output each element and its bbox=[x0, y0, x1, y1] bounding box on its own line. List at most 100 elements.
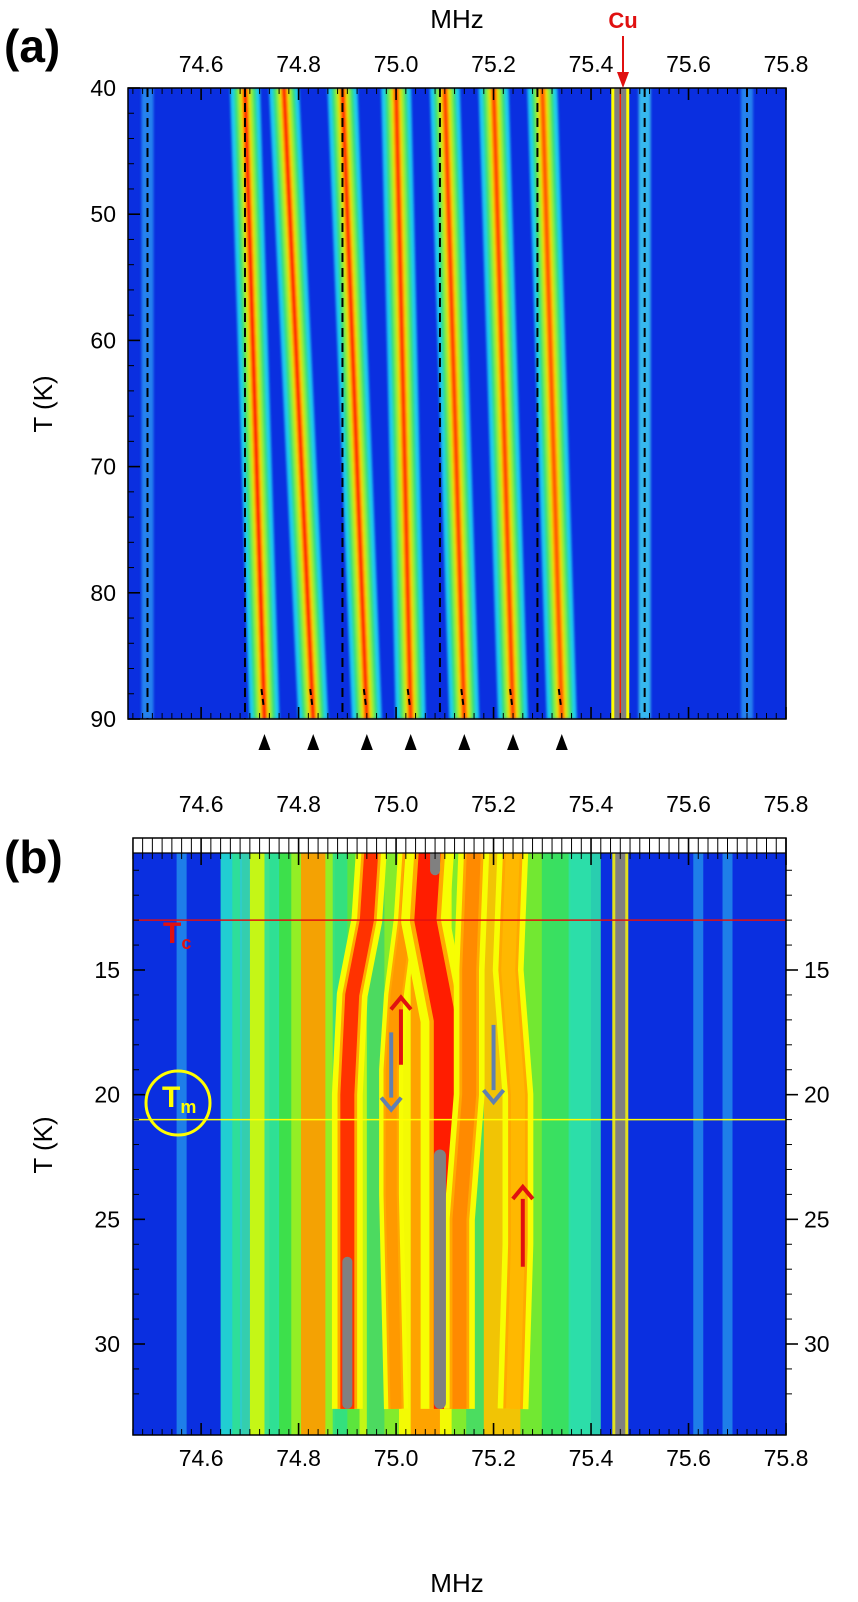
line-end-dash bbox=[362, 688, 367, 706]
line-position-arrowhead bbox=[458, 734, 471, 750]
panel-a-y-axis-title: T (K) bbox=[28, 375, 58, 432]
panel-a-line-6 bbox=[478, 88, 529, 719]
panel-a-y-tick-label: 40 bbox=[90, 75, 116, 101]
panel-a-line-layer bbox=[281, 88, 316, 719]
line-end-dash bbox=[260, 688, 265, 706]
panel-b-top-x-ticks: 74.6 74.8 75.0 75.2 75.4 75.6 75.8 bbox=[132, 791, 809, 865]
shift-arrow-head bbox=[511, 1183, 535, 1201]
tm-circle bbox=[144, 1069, 212, 1137]
cu-core-b bbox=[615, 853, 626, 1435]
panel-b-y-tick-label: 25 bbox=[94, 1206, 120, 1232]
panel-a-cu-line bbox=[611, 88, 630, 719]
shift-arrow-up bbox=[511, 1183, 535, 1267]
panel-b-resonance-bands bbox=[176, 853, 733, 1435]
panel-a-x-top-tick-label: 75.8 bbox=[764, 51, 809, 77]
panel-b-saturated-core bbox=[342, 1256, 353, 1409]
panel-a-line-5 bbox=[429, 88, 480, 719]
panel-b-x-top-tick-label: 75.6 bbox=[666, 791, 711, 817]
shift-arrow-head bbox=[482, 1088, 506, 1106]
panel-b-right-y-tick-label: 15 bbox=[804, 957, 830, 983]
panel-b-x-top-tick-label: 74.6 bbox=[179, 791, 224, 817]
panel-b-y-tick-label: 20 bbox=[94, 1082, 120, 1108]
panel-a-y-tick-label: 50 bbox=[90, 201, 116, 227]
panel-a-x-top-tick-label: 75.4 bbox=[569, 51, 614, 77]
line-position-arrowhead bbox=[507, 734, 520, 750]
panel-b-weak-stripe bbox=[239, 853, 250, 1435]
panel-b-weak-stripe bbox=[176, 853, 187, 1435]
panel-b-band-layer bbox=[301, 853, 326, 1435]
panel-b-heatmap: (b) MHz T (K) Tc Tm 74.6 74.8 75.0 75.2 75.4… bbox=[4, 791, 830, 1598]
panel-a-x-top-tick-label: 74.8 bbox=[276, 51, 321, 77]
panel-a-line-4 bbox=[381, 88, 426, 719]
panel-a-y-tick-label: 80 bbox=[90, 580, 116, 606]
line-position-arrowhead bbox=[404, 734, 417, 750]
panel-b-x-top-tick-label: 75.2 bbox=[471, 791, 516, 817]
panel-a-x-axis-title: MHz bbox=[430, 4, 483, 34]
panel-b-x-bottom-tick-label: 75.8 bbox=[764, 1445, 809, 1471]
panel-b-x-top-tick-label: 75.4 bbox=[569, 791, 614, 817]
panel-b-shift-arrows bbox=[379, 994, 535, 1267]
panel-b-ridge-layer bbox=[452, 853, 481, 1409]
panel-b-ridge-5 bbox=[492, 853, 534, 1410]
line-position-arrowhead bbox=[360, 734, 373, 750]
panel-b-saturated-core bbox=[430, 853, 441, 876]
panel-b-plot-frame bbox=[132, 837, 787, 1436]
panel-b-right-y-tick-label: 25 bbox=[804, 1206, 830, 1232]
line-end-dash bbox=[309, 688, 314, 706]
line-position-arrowhead bbox=[555, 734, 568, 750]
panel-a-y-tick-label: 90 bbox=[90, 706, 116, 732]
panel-b-x-axis-title: MHz bbox=[430, 1568, 483, 1598]
line-end-dash bbox=[509, 688, 514, 706]
panel-a-top-x-ticks: 74.6 74.8 75.0 75.2 75.4 75.6 75.8 bbox=[132, 51, 809, 100]
line-end-dash bbox=[406, 688, 411, 706]
panel-a-line-layer bbox=[491, 88, 516, 719]
panel-b-ridge-layer bbox=[501, 853, 525, 1410]
panel-a-x-top-tick-label: 75.0 bbox=[374, 51, 419, 77]
panel-b-x-bottom-tick-label: 74.8 bbox=[276, 1445, 321, 1471]
panel-b-bottom-x-ticks: 74.6 74.8 75.0 75.2 75.4 75.6 75.8 bbox=[132, 1423, 809, 1471]
panel-a-dashed-reference-lines bbox=[146, 88, 749, 719]
panel-a-line-2 bbox=[268, 88, 329, 719]
panel-b-ridge-4 bbox=[444, 853, 490, 1409]
panel-b-x-top-tick-label: 75.0 bbox=[374, 791, 419, 817]
panel-b-weak-stripe bbox=[693, 853, 704, 1435]
panel-b-x-bottom-tick-label: 74.6 bbox=[179, 1445, 224, 1471]
panel-a-line-layer bbox=[393, 88, 414, 719]
panel-b-left-y-ticks: 15 20 25 30 bbox=[94, 869, 145, 1395]
tc-label: Tc bbox=[163, 917, 191, 953]
panel-b-x-bottom-tick-label: 75.0 bbox=[374, 1445, 419, 1471]
panel-a-y-tick-label: 60 bbox=[90, 327, 116, 353]
panel-a-x-top-tick-label: 75.2 bbox=[471, 51, 516, 77]
panel-b-y-tick-label: 15 bbox=[94, 957, 120, 983]
panel-a-line-layer bbox=[242, 88, 267, 719]
panel-b-x-bottom-tick-label: 75.6 bbox=[666, 1445, 711, 1471]
panel-a-line-layer bbox=[442, 88, 467, 719]
panel-a-label: (a) bbox=[4, 20, 60, 72]
panel-a-line-layer bbox=[339, 88, 370, 719]
tm-label: Tm bbox=[162, 1081, 196, 1117]
shift-arrow-down bbox=[482, 1024, 506, 1106]
panel-b-right-y-ticks: 15 20 25 30 bbox=[786, 869, 830, 1395]
line-position-arrowhead bbox=[258, 734, 271, 750]
line-end-dash bbox=[460, 688, 465, 706]
panel-a-resonance-lines bbox=[141, 88, 754, 719]
panel-b-weak-stripe bbox=[722, 853, 733, 1435]
panel-a-cu-marker: Cu bbox=[608, 8, 638, 88]
panel-b-x-bottom-tick-label: 75.4 bbox=[569, 1445, 614, 1471]
panel-b-saturated-core bbox=[433, 1149, 446, 1409]
panel-b-y-tick-label: 30 bbox=[94, 1331, 120, 1357]
panel-b-x-top-tick-label: 75.8 bbox=[764, 791, 809, 817]
panel-a-x-top-tick-label: 75.6 bbox=[666, 51, 711, 77]
panel-a-line-layer bbox=[539, 88, 565, 719]
panel-a-line-7 bbox=[527, 88, 577, 719]
panel-a-y-ticks: 40 50 60 70 80 90 bbox=[90, 75, 140, 732]
panel-b-x-bottom-tick-label: 75.2 bbox=[471, 1445, 516, 1471]
panel-a-plot-frame bbox=[127, 87, 787, 720]
line-end-dash bbox=[557, 688, 562, 706]
panel-a-y-tick-label: 70 bbox=[90, 454, 116, 480]
panel-b-y-axis-title: T (K) bbox=[28, 1116, 58, 1173]
panel-b-right-y-tick-label: 30 bbox=[804, 1331, 830, 1357]
shift-arrow-down bbox=[379, 1032, 403, 1113]
panel-b-cu-line bbox=[612, 853, 629, 1435]
